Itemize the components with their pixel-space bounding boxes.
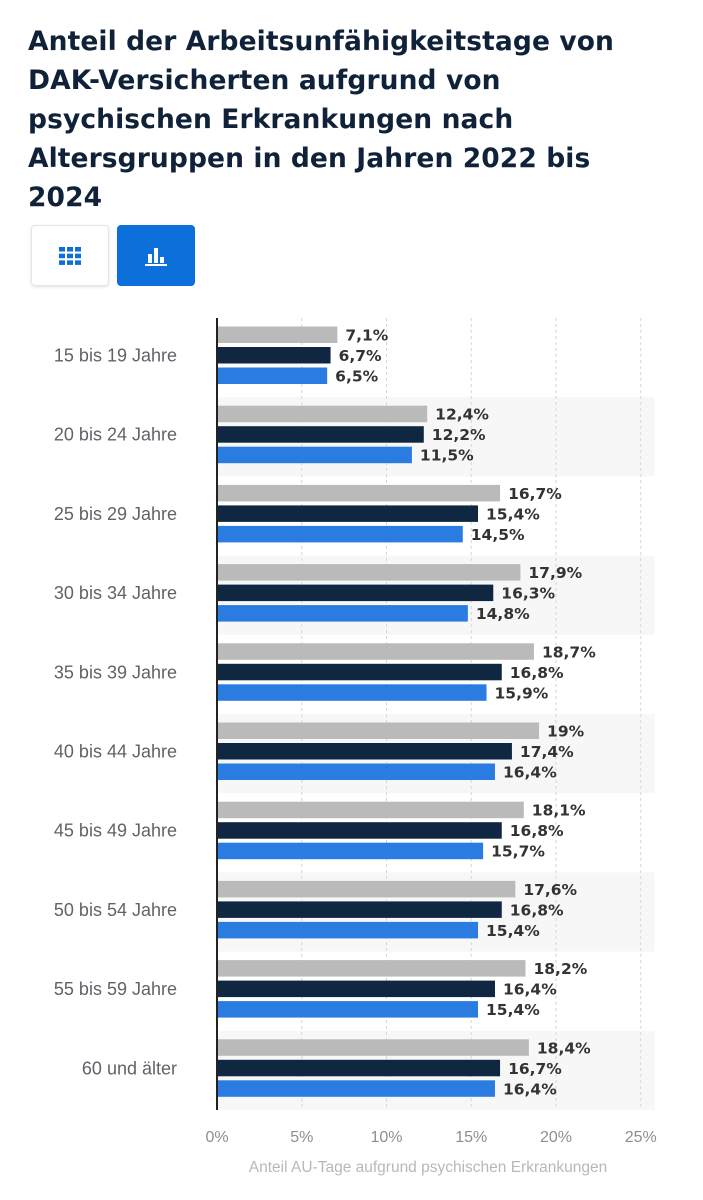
value-label: 16,8% [510, 664, 564, 682]
value-label: 6,5% [335, 368, 378, 386]
value-label: 17,9% [528, 564, 582, 582]
bar-2023 [217, 505, 479, 522]
value-label: 16,7% [508, 485, 562, 503]
bar-2023 [217, 584, 494, 602]
category-label: 45 bis 49 Jahre [54, 821, 177, 841]
category-label: 35 bis 39 Jahre [54, 662, 177, 682]
bar-2023 [217, 663, 502, 681]
table-grid-icon [59, 246, 81, 265]
bar-2024 [217, 921, 479, 939]
table-view-button[interactable] [31, 225, 109, 286]
value-label: 15,9% [495, 684, 549, 702]
category-label: 20 bis 24 Jahre [54, 425, 177, 445]
value-label: 12,4% [435, 406, 489, 424]
value-label: 17,4% [520, 743, 574, 761]
bar-2022 [217, 643, 534, 660]
bar-2022 [217, 484, 501, 502]
bar-2024 [217, 1001, 479, 1018]
value-label: 18,7% [542, 643, 596, 661]
bar-2023 [217, 347, 331, 364]
value-label: 16,8% [510, 822, 564, 840]
bar-2023 [217, 980, 495, 998]
x-tick-label: 10% [370, 1129, 402, 1146]
category-label: 50 bis 54 Jahre [54, 900, 177, 920]
x-tick-label: 0% [205, 1129, 228, 1146]
bar-chart-icon [145, 247, 167, 266]
bar-2024 [217, 605, 468, 622]
bar-2023 [217, 426, 424, 443]
value-label: 19% [547, 723, 585, 741]
value-label: 16,3% [501, 585, 555, 603]
category-label: 25 bis 29 Jahre [54, 504, 177, 524]
category-label: 40 bis 44 Jahre [54, 742, 177, 762]
value-label: 7,1% [345, 327, 388, 345]
bar-2022 [217, 880, 516, 898]
value-label: 15,4% [486, 1001, 540, 1019]
value-label: 11,5% [420, 447, 474, 465]
category-label: 60 und älter [82, 1058, 177, 1078]
value-label: 15,4% [486, 922, 540, 940]
bar-2023 [217, 901, 502, 918]
bar-2022 [217, 564, 521, 581]
value-label: 17,6% [523, 881, 577, 899]
bar-2024 [217, 446, 412, 464]
x-tick-label: 25% [625, 1129, 657, 1146]
chart-view-button[interactable] [117, 225, 195, 286]
chart-title: Anteil der Arbeitsunfähigkeitstage von D… [28, 26, 615, 213]
value-label: 6,7% [339, 347, 382, 365]
value-label: 15,7% [491, 843, 545, 861]
value-label: 16,4% [503, 764, 557, 782]
bar-2023 [217, 822, 502, 839]
value-label: 16,8% [510, 901, 564, 919]
bar-2022 [217, 326, 338, 343]
x-tick-label: 5% [290, 1129, 313, 1146]
bar-2023 [217, 743, 512, 760]
bar-2022 [217, 960, 526, 977]
value-label: 15,4% [486, 505, 540, 523]
value-label: 18,2% [533, 960, 587, 978]
bar-2024 [217, 525, 463, 543]
value-label: 14,8% [476, 605, 530, 623]
bar-2024 [217, 842, 484, 860]
bar-2023 [217, 1059, 501, 1077]
bar-2022 [217, 722, 540, 739]
bar-2024 [217, 367, 328, 384]
bar-2024 [217, 684, 487, 701]
x-axis-title: Anteil AU-Tage aufgrund psychischen Erkr… [249, 1159, 607, 1176]
category-label: 55 bis 59 Jahre [54, 979, 177, 999]
value-label: 16,7% [508, 1060, 562, 1078]
x-tick-label: 15% [455, 1129, 487, 1146]
x-tick-label: 20% [540, 1129, 572, 1146]
bar-2022 [217, 405, 428, 423]
bar-2024 [217, 763, 495, 780]
value-label: 12,2% [432, 426, 486, 444]
bar-2022 [217, 1039, 529, 1056]
bar-2022 [217, 801, 524, 819]
category-label: 30 bis 34 Jahre [54, 583, 177, 603]
value-label: 16,4% [503, 981, 557, 999]
bar-2024 [217, 1080, 495, 1097]
value-label: 18,4% [537, 1039, 591, 1057]
value-label: 16,4% [503, 1080, 557, 1098]
value-label: 14,5% [471, 526, 525, 544]
category-label: 15 bis 19 Jahre [54, 346, 177, 366]
value-label: 18,1% [532, 802, 586, 820]
